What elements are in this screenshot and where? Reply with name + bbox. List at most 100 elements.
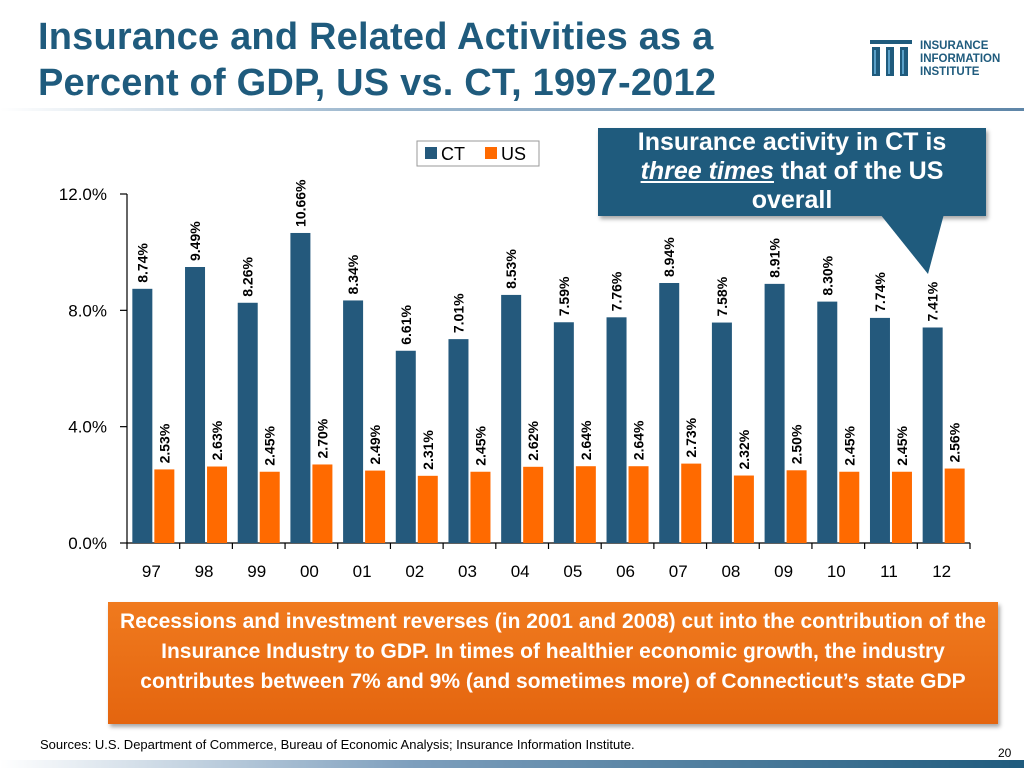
bar-ct	[553, 322, 574, 543]
data-label-ct: 8.53%	[503, 249, 519, 289]
iii-logo-icon	[870, 40, 912, 76]
data-label-us: 2.32%	[736, 429, 752, 469]
data-label-us: 2.45%	[894, 425, 910, 465]
bar-us	[575, 466, 596, 543]
bar-us	[733, 475, 754, 543]
logo-line-2: INFORMATION	[920, 53, 1001, 65]
bar-ct	[132, 288, 153, 543]
x-tick-label: 09	[774, 562, 793, 581]
data-label-ct: 8.34%	[345, 254, 361, 294]
bar-ct	[290, 232, 311, 543]
bar-ct	[185, 266, 206, 543]
bar-us	[839, 471, 860, 543]
data-label-ct: 8.91%	[767, 238, 783, 278]
callout-emphasis: three times	[640, 157, 774, 185]
bar-ct	[237, 302, 258, 543]
bar-us	[891, 471, 912, 543]
bar-ct	[764, 283, 785, 543]
legend-box	[416, 140, 540, 167]
data-label-us: 2.45%	[262, 425, 278, 465]
bar-us	[207, 466, 228, 543]
bar-us	[628, 466, 649, 543]
x-tick-label: 04	[511, 562, 530, 581]
x-tick-label: 10	[827, 562, 846, 581]
source-citation: Sources: U.S. Department of Commerce, Bu…	[40, 737, 635, 752]
title-divider	[0, 108, 1024, 111]
data-label-ct: 7.59%	[556, 276, 572, 316]
data-label-ct: 7.41%	[925, 281, 941, 321]
legend-label-us: US	[501, 144, 526, 164]
x-tick-label: 05	[563, 562, 582, 581]
x-tick-label: 11	[880, 562, 898, 581]
bar-us	[312, 464, 333, 543]
bar-us	[523, 466, 544, 543]
x-tick-label: 99	[247, 562, 266, 581]
bar-us	[154, 469, 175, 543]
data-label-ct: 8.74%	[134, 243, 150, 283]
data-label-ct: 7.74%	[872, 272, 888, 312]
data-label-ct: 7.76%	[609, 271, 625, 311]
data-label-us: 2.64%	[578, 420, 594, 460]
x-tick-label: 02	[405, 562, 424, 581]
data-label-us: 2.53%	[156, 423, 172, 463]
y-tick-label: 0.0%	[68, 534, 107, 553]
data-label-ct: 7.01%	[450, 293, 466, 333]
bar-ct	[659, 282, 680, 543]
data-label-us: 2.45%	[841, 425, 857, 465]
data-label-ct: 8.26%	[240, 257, 256, 297]
iii-logo: INSURANCE INFORMATION INSTITUTE	[866, 36, 1016, 92]
bar-ct	[817, 301, 838, 543]
footer-bar	[0, 760, 1024, 768]
x-tick-label: 01	[353, 562, 372, 581]
data-label-us: 2.49%	[367, 424, 383, 464]
data-label-ct: 10.66%	[292, 179, 308, 227]
data-label-us: 2.70%	[314, 418, 330, 458]
data-label-ct: 9.49%	[187, 221, 203, 261]
bar-us	[470, 471, 491, 543]
iii-logo-text: INSURANCE INFORMATION INSTITUTE	[920, 40, 1016, 79]
x-tick-label: 12	[932, 562, 951, 581]
y-tick-label: 12.0%	[59, 185, 107, 204]
bar-ct	[606, 317, 627, 543]
legend-label-ct: CT	[441, 144, 465, 164]
callout-line-2: three times that of the US	[598, 157, 986, 186]
x-tick-label: 07	[669, 562, 688, 581]
data-label-ct: 7.58%	[714, 276, 730, 316]
bar-us	[944, 468, 965, 543]
data-label-us: 2.63%	[209, 420, 225, 460]
legend-swatch-ct	[425, 147, 437, 159]
bar-ct	[869, 317, 890, 543]
data-label-us: 2.64%	[631, 420, 647, 460]
bar-ct	[711, 322, 732, 543]
data-label-us: 2.73%	[683, 417, 699, 457]
callout-line-2-rest: that of the US	[773, 157, 944, 185]
data-label-ct: 6.61%	[398, 305, 414, 345]
y-tick-label: 4.0%	[68, 418, 107, 437]
bar-ct	[395, 350, 416, 543]
bar-us	[417, 475, 438, 543]
data-label-ct: 8.30%	[819, 255, 835, 295]
logo-line-3: INSTITUTE	[920, 66, 980, 78]
x-tick-label: 98	[195, 562, 214, 581]
x-tick-label: 00	[300, 562, 319, 581]
title-line-1: Insurance and Related Activities as a	[38, 16, 714, 58]
bar-chart: 0.0% 4.0% 8.0% 12.0% 97 8.74% 2.53% 98 9.49% 2.63…	[59, 140, 971, 581]
bar-us	[365, 470, 386, 543]
y-tick-label: 8.0%	[68, 301, 107, 320]
callout-line-3: overall	[751, 186, 833, 214]
slide-title: Insurance and Related Activities as a Pe…	[38, 14, 716, 106]
recession-note: Recessions and investment reverses (in 2…	[108, 602, 998, 724]
data-label-us: 2.31%	[420, 430, 436, 470]
data-label-us: 2.45%	[472, 425, 488, 465]
bar-ct	[922, 327, 943, 543]
data-label-us: 2.50%	[789, 424, 805, 464]
data-label-us: 2.62%	[525, 421, 541, 461]
legend-swatch-us	[485, 147, 497, 159]
bar-us	[681, 463, 702, 543]
x-tick-label: 97	[142, 562, 161, 581]
x-tick-label: 03	[458, 562, 477, 581]
bar-ct	[501, 294, 522, 543]
title-line-2: Percent of GDP, US vs. CT, 1997-2012	[38, 62, 717, 104]
page-number: 20	[998, 746, 1012, 760]
bar-ct	[448, 339, 469, 543]
